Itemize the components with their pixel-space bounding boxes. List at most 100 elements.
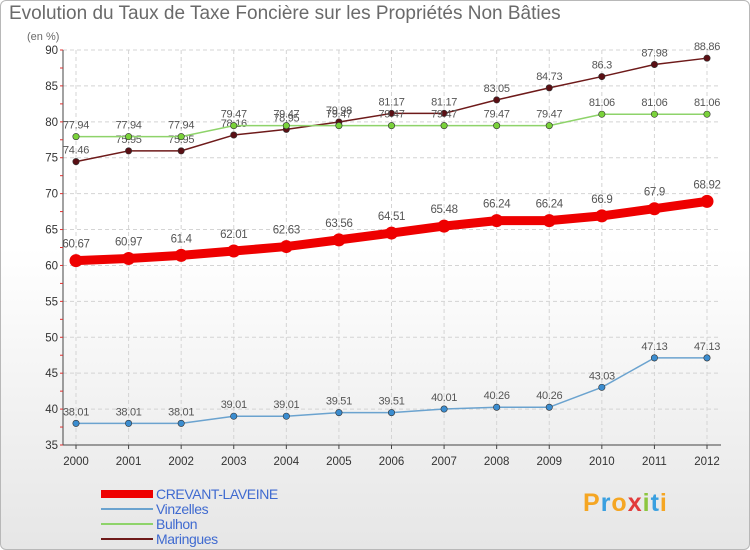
data-point [125, 147, 133, 155]
data-point [703, 54, 711, 62]
data-label: 79.47 [326, 109, 352, 121]
data-point [69, 254, 83, 268]
x-tick-label: 2007 [431, 456, 457, 468]
data-point [335, 122, 343, 130]
data-point [595, 209, 609, 223]
data-point [493, 403, 501, 411]
data-point [282, 122, 290, 130]
data-point [72, 133, 80, 141]
data-label: 39.51 [326, 396, 352, 408]
data-point [177, 147, 185, 155]
data-label: 66.24 [483, 199, 511, 211]
data-label: 40.01 [431, 392, 457, 404]
data-label: 43.03 [589, 370, 615, 382]
legend-swatch [101, 508, 153, 510]
data-label: 38.01 [168, 406, 194, 418]
logo-letter: x [627, 489, 643, 517]
data-point [598, 110, 606, 118]
data-label: 79.98 [326, 105, 352, 117]
data-point [700, 194, 714, 208]
x-tick-label: 2000 [63, 456, 89, 468]
legend-swatch [101, 523, 153, 525]
data-label: 83.05 [484, 83, 510, 95]
data-label: 77.94 [116, 120, 142, 132]
data-point [650, 110, 658, 118]
y-tick-label: 45 [45, 368, 58, 380]
data-point [387, 409, 395, 417]
data-label: 81.06 [694, 97, 720, 109]
data-label: 40.26 [484, 390, 510, 402]
logo-letter: o [611, 489, 628, 517]
data-label: 62.01 [220, 229, 247, 241]
y-tick-label: 55 [45, 296, 58, 308]
data-label: 81.17 [431, 96, 457, 108]
x-tick-label: 2012 [694, 456, 720, 468]
y-tick-label: 65 [45, 225, 58, 237]
data-label: 47.13 [641, 341, 667, 353]
data-point [437, 219, 451, 233]
data-point [647, 202, 661, 216]
data-point [385, 226, 398, 240]
data-point [125, 419, 133, 427]
data-label: 79.47 [273, 109, 299, 121]
y-tick-label: 80 [45, 117, 58, 129]
x-tick-label: 2009 [536, 456, 562, 468]
logo-letter: i [642, 489, 651, 517]
data-point [174, 248, 188, 262]
data-label: 84.73 [536, 71, 562, 83]
series-crevant-laveine: 60.67 60.97 61.4 62.01 62.63 63.56 64.51 65.48 6… [62, 179, 721, 268]
data-point [227, 244, 241, 258]
data-label: 68.92 [693, 179, 720, 191]
data-label: 86.3 [592, 60, 612, 72]
data-point [598, 73, 606, 81]
logo-letter: P [583, 489, 601, 517]
data-point [332, 233, 346, 247]
series-bulhon: 77.94 77.94 77.94 79.47 79.47 79.47 79.47 79.47… [63, 97, 720, 141]
data-point [440, 109, 448, 117]
data-label: 78.95 [273, 112, 299, 124]
data-label: 66.24 [536, 199, 564, 211]
data-label: 88.86 [694, 41, 720, 53]
data-point [125, 133, 133, 141]
data-label: 62.63 [273, 225, 300, 237]
data-point [545, 403, 553, 411]
data-label: 65.48 [430, 204, 457, 216]
data-label: 79.47 [221, 109, 247, 121]
y-tick-label: 90 [45, 45, 58, 57]
y-tick-label: 40 [45, 404, 58, 416]
data-label: 81.06 [641, 97, 667, 109]
data-point [650, 61, 658, 69]
data-label: 81.17 [378, 96, 404, 108]
data-point [493, 96, 501, 104]
data-point [230, 412, 238, 420]
data-point [703, 110, 711, 118]
series-vinzelles: 38.01 38.01 38.01 39.01 39.01 39.51 39.51 40.01… [63, 341, 720, 427]
data-label: 79.47 [484, 109, 510, 121]
data-label: 39.51 [378, 396, 404, 408]
data-label: 64.51 [378, 211, 405, 223]
data-point [703, 354, 711, 362]
data-point [72, 419, 80, 427]
x-tick-label: 2010 [589, 456, 615, 468]
data-point [440, 405, 448, 413]
data-point [490, 214, 504, 228]
x-tick-label: 2004 [274, 456, 300, 468]
x-tick-label: 2011 [642, 456, 667, 468]
data-label: 38.01 [63, 406, 89, 418]
y-tick-label: 50 [45, 332, 58, 344]
legend-label: Maringues [156, 531, 218, 547]
legend-swatch [101, 538, 153, 540]
x-tick-label: 2002 [168, 456, 194, 468]
data-label: 87.98 [641, 48, 667, 60]
data-label: 61.4 [171, 233, 193, 245]
data-point [440, 122, 448, 130]
data-point [230, 131, 238, 139]
data-point [387, 109, 395, 117]
data-label: 60.67 [62, 239, 89, 251]
x-tick-label: 2001 [116, 456, 142, 468]
y-tick-label: 70 [45, 189, 58, 201]
data-label: 81.06 [589, 97, 615, 109]
data-point [177, 133, 185, 141]
data-label: 39.01 [273, 399, 299, 411]
